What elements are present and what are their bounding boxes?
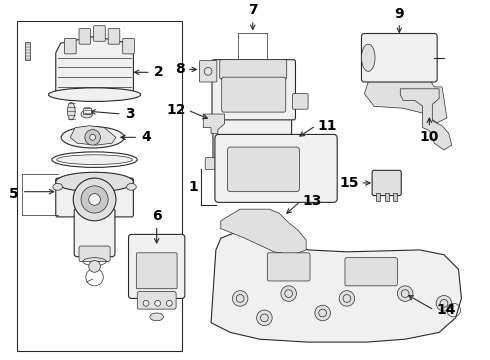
Circle shape [315,305,330,321]
FancyBboxPatch shape [136,253,177,289]
FancyBboxPatch shape [128,234,185,298]
Polygon shape [365,79,447,123]
Ellipse shape [126,184,136,190]
Circle shape [81,186,108,213]
Polygon shape [56,36,133,95]
FancyBboxPatch shape [213,111,292,167]
FancyBboxPatch shape [293,94,308,109]
Ellipse shape [61,127,124,148]
Text: 4: 4 [141,130,151,144]
Bar [17,21,182,351]
FancyBboxPatch shape [56,178,133,217]
FancyBboxPatch shape [94,26,105,41]
Text: 14: 14 [436,303,456,317]
FancyBboxPatch shape [199,61,217,82]
Circle shape [397,286,413,301]
FancyBboxPatch shape [122,39,134,54]
Ellipse shape [150,313,164,321]
Text: 2: 2 [154,65,164,79]
FancyBboxPatch shape [362,33,437,82]
Circle shape [155,300,161,306]
Ellipse shape [57,155,132,165]
Text: 11: 11 [318,119,337,133]
Text: 7: 7 [248,3,258,17]
Circle shape [143,300,149,306]
Polygon shape [203,114,224,134]
Polygon shape [211,233,462,342]
Text: 13: 13 [302,194,321,208]
Bar [393,193,397,201]
Text: 15: 15 [339,176,359,190]
Circle shape [339,291,355,306]
Text: 10: 10 [420,130,439,144]
Polygon shape [220,209,306,255]
FancyBboxPatch shape [79,29,91,44]
Polygon shape [400,89,452,150]
Circle shape [232,291,248,306]
FancyBboxPatch shape [345,258,397,286]
Text: 8: 8 [175,62,185,76]
Bar [24,42,29,60]
FancyBboxPatch shape [74,208,115,257]
FancyBboxPatch shape [221,77,286,112]
Ellipse shape [362,44,375,71]
Text: 1: 1 [189,180,198,194]
Bar [376,193,380,201]
Circle shape [167,300,172,306]
Text: 3: 3 [124,107,134,121]
FancyBboxPatch shape [268,253,310,281]
FancyBboxPatch shape [240,162,264,175]
Text: 12: 12 [166,103,186,117]
Ellipse shape [49,88,141,102]
Circle shape [89,261,100,272]
Circle shape [257,310,272,325]
Circle shape [73,178,116,221]
Ellipse shape [81,110,93,118]
FancyBboxPatch shape [137,292,176,309]
FancyBboxPatch shape [212,60,295,120]
FancyBboxPatch shape [287,158,306,169]
Text: 5: 5 [9,186,19,201]
Ellipse shape [56,172,133,192]
Text: 9: 9 [394,7,404,21]
Ellipse shape [53,184,63,190]
Circle shape [281,286,296,301]
FancyBboxPatch shape [65,39,76,54]
FancyBboxPatch shape [220,60,287,79]
FancyBboxPatch shape [215,134,337,202]
Bar [83,108,91,114]
Ellipse shape [68,102,75,120]
FancyBboxPatch shape [227,147,299,192]
Circle shape [90,134,96,140]
FancyBboxPatch shape [205,158,224,169]
Circle shape [85,130,100,145]
Circle shape [436,296,452,311]
FancyBboxPatch shape [108,29,120,44]
Bar [385,193,389,201]
Polygon shape [70,126,116,145]
Circle shape [89,194,100,205]
Text: 6: 6 [152,209,162,223]
FancyBboxPatch shape [79,246,110,262]
FancyBboxPatch shape [372,170,401,195]
